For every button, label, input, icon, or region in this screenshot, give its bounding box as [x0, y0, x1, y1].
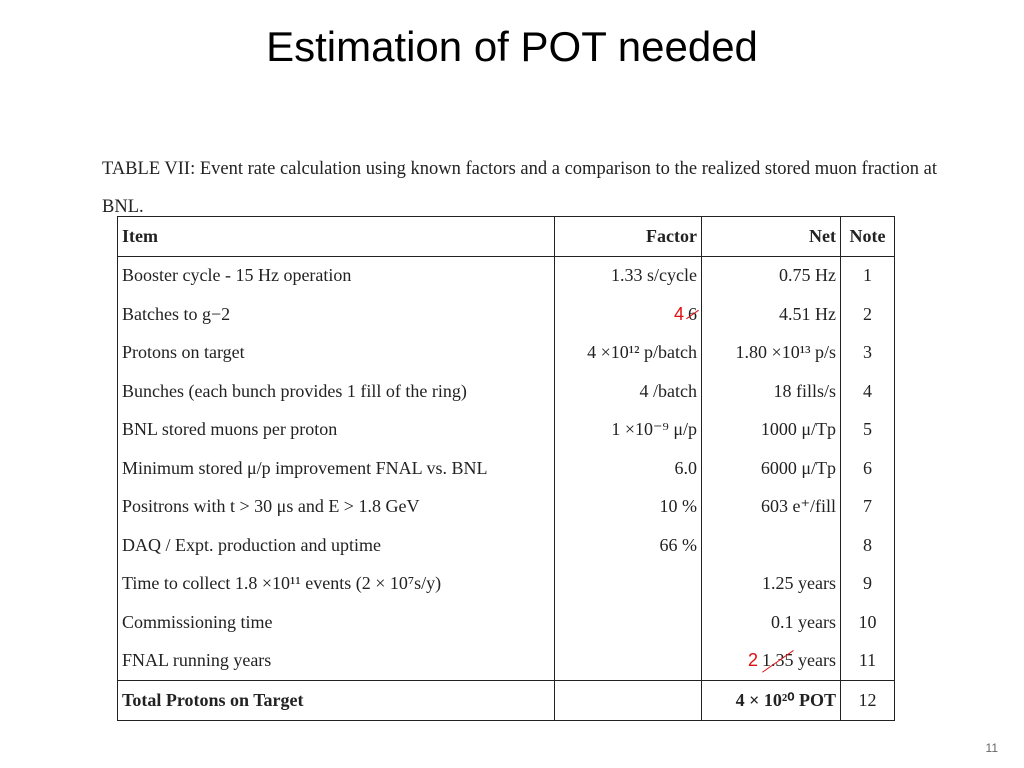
row-note: 7 [840, 487, 895, 526]
row-note: 8 [840, 526, 895, 565]
row-item: Bunches (each bunch provides 1 fill of t… [117, 372, 555, 411]
row-item: BNL stored muons per proton [117, 410, 555, 449]
row-item: DAQ / Expt. production and uptime [117, 526, 555, 565]
handwritten-correction: 2 [748, 650, 759, 671]
handwritten-correction: 4 [673, 303, 684, 324]
total-net: 4 × 10²⁰ POT [701, 680, 841, 721]
header-note: Note [840, 216, 895, 257]
header-item: Item [117, 216, 555, 257]
row-factor [554, 564, 702, 603]
table-row: Commissioning time 0.1 years 10 [117, 603, 895, 642]
row-item: Booster cycle - 15 Hz operation [117, 256, 555, 295]
row-net [701, 526, 841, 565]
table-row: Positrons with t > 30 μs and E > 1.8 GeV… [117, 487, 895, 526]
row-factor: 10 % [554, 487, 702, 526]
total-factor [554, 680, 702, 721]
total-item: Total Protons on Target [117, 680, 555, 721]
row-factor: 4 ×10¹² p/batch [554, 333, 702, 372]
net-suffix: years [793, 650, 836, 671]
struck-value: 6 [688, 303, 697, 324]
row-note: 5 [840, 410, 895, 449]
row-note: 9 [840, 564, 895, 603]
row-item: Batches to g−2 [117, 295, 555, 334]
row-net: 2 1.35 years [701, 641, 841, 681]
row-factor [554, 603, 702, 642]
row-net: 0.1 years [701, 603, 841, 642]
row-net: 1.80 ×10¹³ p/s [701, 333, 841, 372]
row-net: 1000 μ/Tp [701, 410, 841, 449]
table-row: FNAL running years 2 1.35 years 11 [117, 641, 895, 681]
row-item: FNAL running years [117, 641, 555, 681]
table-row: Minimum stored μ/p improvement FNAL vs. … [117, 449, 895, 488]
row-item: Protons on target [117, 333, 555, 372]
row-net: 6000 μ/Tp [701, 449, 841, 488]
row-item: Commissioning time [117, 603, 555, 642]
row-note: 1 [840, 256, 895, 295]
table-row: Booster cycle - 15 Hz operation 1.33 s/c… [117, 256, 895, 295]
header-net: Net [701, 216, 841, 257]
total-note: 12 [840, 680, 895, 721]
row-factor: 66 % [554, 526, 702, 565]
table-row: Bunches (each bunch provides 1 fill of t… [117, 372, 895, 411]
table-row: Protons on target 4 ×10¹² p/batch 1.80 ×… [117, 333, 895, 372]
event-rate-table: Item Factor Net Note Booster cycle - 15 … [117, 216, 895, 721]
header-factor: Factor [554, 216, 702, 257]
row-note: 10 [840, 603, 895, 642]
table-row: BNL stored muons per proton 1 ×10⁻⁹ μ/p … [117, 410, 895, 449]
table-caption: TABLE VII: Event rate calculation using … [102, 159, 938, 217]
total-row: Total Protons on Target 4 × 10²⁰ POT 12 [117, 680, 895, 721]
row-note: 11 [840, 641, 895, 681]
table-row: DAQ / Expt. production and uptime 66 % 8 [117, 526, 895, 565]
row-net: 4.51 Hz [701, 295, 841, 334]
row-factor [554, 641, 702, 681]
row-note: 3 [840, 333, 895, 372]
page-number: 11 [985, 741, 998, 755]
row-net: 1.25 years [701, 564, 841, 603]
row-item: Time to collect 1.8 ×10¹¹ events (2 × 10… [117, 564, 555, 603]
row-item: Minimum stored μ/p improvement FNAL vs. … [117, 449, 555, 488]
row-factor: 4 /batch [554, 372, 702, 411]
row-note: 6 [840, 449, 895, 488]
row-net: 603 e⁺/fill [701, 487, 841, 526]
table-row: Time to collect 1.8 ×10¹¹ events (2 × 10… [117, 564, 895, 603]
row-note: 2 [840, 295, 895, 334]
row-item: Positrons with t > 30 μs and E > 1.8 GeV [117, 487, 555, 526]
row-factor: 1 ×10⁻⁹ μ/p [554, 410, 702, 449]
struck-value: 1.35 [762, 650, 794, 671]
row-net: 18 fills/s [701, 372, 841, 411]
row-factor: 1.33 s/cycle [554, 256, 702, 295]
row-factor: 6.0 [554, 449, 702, 488]
table-header-row: Item Factor Net Note [117, 216, 895, 257]
row-note: 4 [840, 372, 895, 411]
row-net: 0.75 Hz [701, 256, 841, 295]
slide-title: Estimation of POT needed [266, 23, 758, 70]
